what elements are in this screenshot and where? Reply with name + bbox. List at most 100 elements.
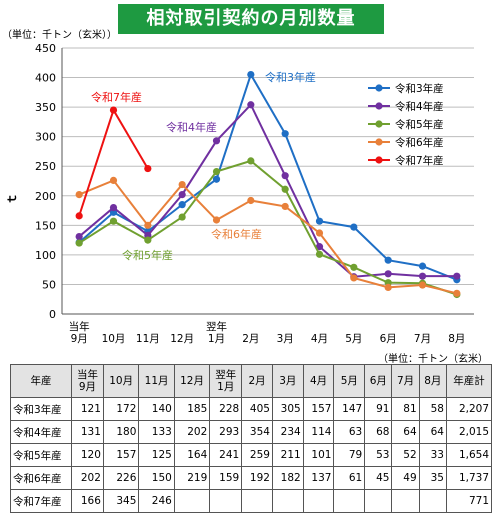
- table-header-cell: 12月: [173, 364, 211, 398]
- x-tick-label: 2月: [242, 333, 259, 345]
- table-cell: 182: [271, 466, 304, 490]
- table-cell: 114: [302, 420, 335, 444]
- row-total: 2,015: [446, 420, 492, 444]
- series-line: [78, 72, 458, 281]
- table-cell: 131: [71, 420, 104, 444]
- table-header-cell: 2月: [241, 364, 273, 398]
- table-header-row: 年産 当年 9月 10月 11月 12月 翌年 1月 2月 3月 4月 5月 6月 7月 8月 年産計: [10, 364, 492, 398]
- table-cell: 159: [209, 466, 243, 490]
- series-annotation: 令和3年産: [265, 70, 316, 84]
- table-cell: 226: [102, 466, 140, 490]
- data-point: [281, 185, 289, 193]
- table-cell: 45: [364, 466, 393, 490]
- chart-title: 相対取引契約の月別数量: [118, 4, 384, 34]
- data-point: [178, 201, 186, 209]
- table-cell: [241, 489, 273, 513]
- legend-label: 令和3年産: [395, 82, 444, 95]
- table-cell: [173, 489, 211, 513]
- data-point: [281, 130, 289, 138]
- series-line: [78, 107, 149, 217]
- table-body: 令和3年産 121 172 140 185 228 405 305 157 147 91 81 58 2,…: [10, 397, 492, 513]
- table-row: 令和5年産 120 157 125 164 241 259 211 101 79 53 52 33 1,6…: [10, 443, 492, 467]
- series-line: [78, 159, 458, 296]
- data-point: [109, 106, 118, 114]
- table-cell: 211: [271, 443, 304, 467]
- row-total: 2,207: [446, 397, 492, 421]
- y-tick-label: 0: [49, 308, 56, 321]
- data-point: [315, 229, 324, 237]
- data-point: [178, 213, 186, 221]
- data-point: [247, 196, 255, 205]
- unit-label-table: （単位：千トン（玄米）: [378, 354, 488, 365]
- data-point: [315, 217, 324, 225]
- y-tick-label: 400: [35, 72, 56, 85]
- table-cell: 140: [138, 397, 175, 421]
- table-cell: 147: [333, 397, 366, 421]
- x-tick-label: 7月: [414, 333, 431, 345]
- y-axis-label: ｔ: [5, 193, 19, 205]
- data-point: [418, 262, 427, 270]
- row-label: 令和6年産: [10, 466, 72, 490]
- series-line: [78, 103, 457, 278]
- table-cell: [271, 489, 304, 513]
- series-annotation: 令和5年産: [122, 248, 173, 262]
- data-point: [350, 274, 358, 282]
- table-cell: 64: [391, 420, 420, 444]
- table-cell: 246: [138, 489, 175, 513]
- table-cell: 49: [391, 466, 420, 490]
- data-point: [350, 263, 358, 271]
- table-cell: [418, 489, 448, 513]
- table-cell: 91: [364, 397, 393, 421]
- table-cell: 219: [173, 466, 211, 490]
- data-table: 年産 当年 9月 10月 11月 12月 翌年 1月 2月 3月 4月 5月 6月 7月 8月 年産計 令和3…: [10, 364, 492, 513]
- table-header-cell: 3月: [271, 364, 304, 398]
- unit-label-top: （単位：千トン（玄米））: [2, 30, 117, 41]
- table-cell: 137: [302, 466, 335, 490]
- table-cell: 125: [138, 443, 175, 467]
- x-tick-label: 6月: [380, 333, 397, 345]
- table-cell: 150: [138, 466, 175, 490]
- data-point: [144, 164, 152, 173]
- table-cell: 61: [333, 466, 366, 490]
- data-point: [109, 217, 118, 225]
- table-cell: 101: [302, 443, 335, 467]
- table-cell: 202: [71, 466, 104, 490]
- data-point: [350, 223, 358, 231]
- data-point: [212, 137, 221, 145]
- y-tick-label: 250: [35, 160, 56, 173]
- data-point: [178, 180, 186, 189]
- table-row: 令和7年産 166 345 246 771: [10, 489, 492, 513]
- table-header-cell: 4月: [302, 364, 335, 398]
- row-label: 令和7年産: [10, 489, 72, 513]
- table-cell: 354: [241, 420, 273, 444]
- row-label: 令和5年産: [10, 443, 72, 467]
- table-cell: 157: [302, 397, 335, 421]
- table-cell: [364, 489, 393, 513]
- data-point: [178, 190, 186, 199]
- data-point: [315, 243, 324, 251]
- series-annotation: 令和7年産: [91, 90, 142, 104]
- data-point: [384, 256, 392, 264]
- legend-label: 令和6年産: [395, 136, 444, 149]
- y-tick-label: 300: [35, 131, 56, 144]
- data-point: [281, 172, 289, 180]
- table-header-cell: 10月: [102, 364, 140, 398]
- data-point: [247, 101, 255, 109]
- table-cell: 166: [71, 489, 104, 513]
- table-cell: 35: [418, 466, 448, 490]
- data-point: [247, 157, 255, 165]
- data-point: [144, 221, 152, 229]
- data-point: [212, 175, 221, 183]
- table-header-cell: 年産: [10, 364, 72, 398]
- x-tick-label: 11月: [136, 333, 160, 345]
- y-tick-label: 100: [35, 249, 56, 262]
- series-annotation: 令和4年産: [166, 120, 217, 134]
- table-cell: 164: [173, 443, 211, 467]
- table-cell: [333, 489, 366, 513]
- table-cell: 202: [173, 420, 211, 444]
- table-header-cell: 11月: [138, 364, 175, 398]
- data-point: [418, 281, 427, 289]
- table-header-cell: 7月: [391, 364, 420, 398]
- table-cell: 192: [241, 466, 273, 490]
- table-row: 令和4年産 131 180 133 202 293 354 234 114 63 68 64 64 2,0…: [10, 420, 492, 444]
